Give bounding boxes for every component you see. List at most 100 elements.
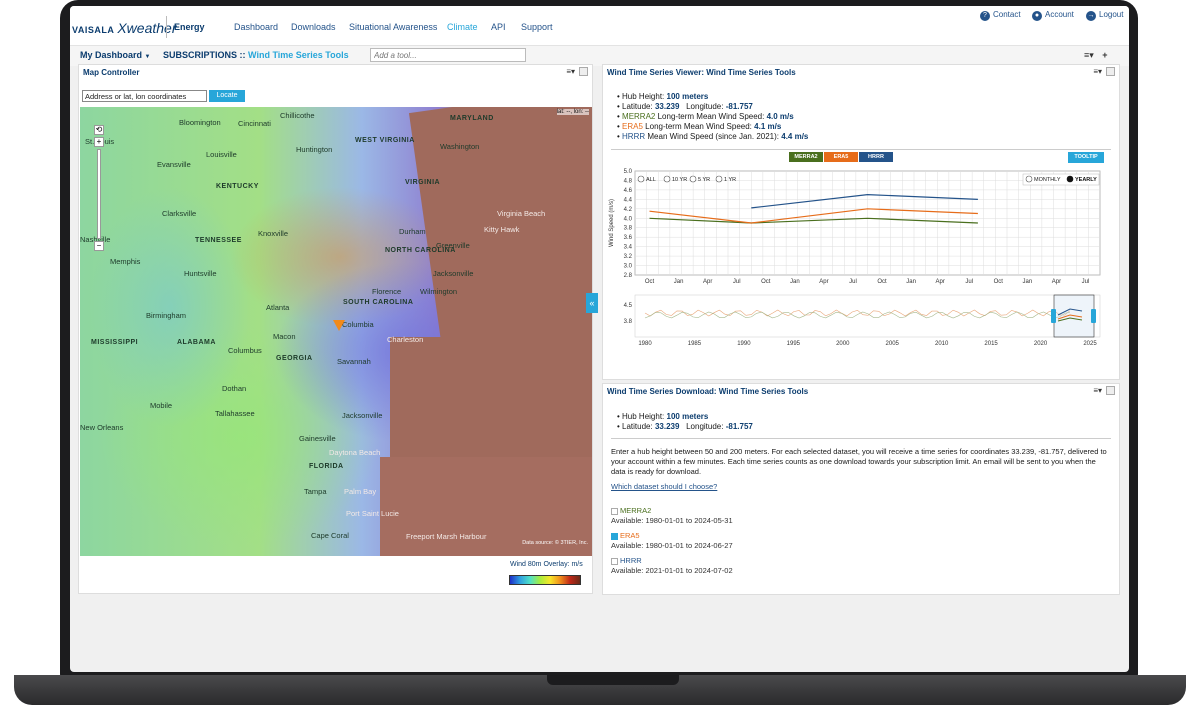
latlon-readout: lat: --, lon: --: [556, 109, 589, 115]
map-label: MISSISSIPPI: [91, 339, 139, 346]
account-link[interactable]: ● Account: [1032, 10, 1074, 21]
nav-situational-awareness[interactable]: Situational Awareness: [349, 22, 438, 32]
pan-control[interactable]: ⟲: [94, 125, 104, 135]
nav-downloads[interactable]: Downloads: [291, 22, 336, 32]
y-tick-label: 3.6: [624, 235, 633, 241]
expand-icon[interactable]: [1106, 386, 1115, 396]
map-label: Clarksville: [162, 209, 197, 218]
map-label: Florence: [372, 287, 402, 296]
y-tick-label: 4.6: [624, 188, 633, 194]
menu-icon[interactable]: ≡▾: [1093, 386, 1102, 395]
tool-name[interactable]: Wind Time Series Tools: [248, 50, 349, 60]
section-label: Energy: [174, 22, 205, 32]
x-tick-label: Oct: [761, 279, 771, 285]
series-line-merra2: [649, 217, 978, 224]
y-tick-label: 4.0: [624, 216, 633, 222]
hrrr-checkbox[interactable]: HRRR: [611, 556, 642, 565]
app-screen: VAISALA Xweather Energy Dashboard Downloa…: [70, 6, 1129, 672]
add-icon[interactable]: +: [1102, 50, 1108, 60]
yearly-label: YEARLY: [1075, 177, 1097, 183]
navigator-series-merra-window: [1057, 317, 1083, 322]
navigator-x-label: 1980: [638, 341, 652, 347]
nav-api[interactable]: API: [491, 22, 506, 32]
navigator-series-era-window: [1057, 314, 1083, 320]
download-description: Enter a hub height between 50 and 200 me…: [611, 447, 1107, 476]
series-line-era5: [649, 208, 978, 224]
era-availability: Available: 1980-01-01 to 2024-06-27: [611, 541, 733, 550]
navigator-area: [634, 294, 1101, 338]
dashboard-bar: My Dashboard ▼ SUBSCRIPTIONS :: Wind Tim…: [70, 46, 1129, 66]
contact-label: Contact: [993, 10, 1021, 19]
location-search-input[interactable]: [82, 90, 207, 102]
map-label: Evansville: [157, 160, 191, 169]
checkbox[interactable]: [611, 557, 618, 565]
checkbox[interactable]: [611, 532, 618, 540]
map-label: Greenville: [436, 241, 470, 250]
map-label: Kitty Hawk: [484, 225, 520, 234]
vaisala-logo[interactable]: VAISALA Xweather: [72, 20, 177, 36]
user-icon: ●: [1032, 11, 1042, 21]
value: 4.4 m/s: [781, 132, 809, 141]
menu-icon[interactable]: ≡▾: [1093, 67, 1102, 76]
expand-icon[interactable]: [1106, 67, 1115, 77]
navigator-y-label: 4.5: [624, 303, 633, 309]
map-label: Port Saint Lucie: [346, 509, 399, 518]
label: Hub Height:: [622, 92, 665, 101]
map-label: Columbus: [228, 346, 262, 355]
navigator-x-label: 1990: [737, 341, 751, 347]
y-tick-label: 2.8: [624, 273, 633, 279]
merra-toggle-button[interactable]: MERRA2: [789, 152, 823, 162]
map-label: New Orleans: [80, 423, 124, 432]
laptop-base: [14, 675, 1186, 705]
navigator-x-label: 2005: [886, 341, 900, 347]
wind-speed-chart[interactable]: 5.0 4.8 4.6 4.4 4.2 4.0 3.8 3.6 3.4 3.2 3.0 2.8 Oct J…: [605, 167, 1115, 363]
navigator-x-label: 2020: [1034, 341, 1048, 347]
product-name: Xweather: [117, 20, 177, 36]
zoom-out-button[interactable]: −: [94, 241, 104, 251]
menu-icon[interactable]: ≡▾: [1084, 50, 1094, 60]
dataset-help-link[interactable]: Which dataset should I choose?: [611, 482, 718, 491]
location-marker-icon[interactable]: [333, 320, 345, 331]
dataset-name: MERRA2: [620, 506, 652, 515]
zoom-slider[interactable]: [97, 149, 101, 239]
nav-support[interactable]: Support: [521, 22, 553, 32]
panel-title: Wind Time Series Download: Wind Time Ser…: [607, 387, 809, 396]
hrrr-toggle-button[interactable]: HRRR: [859, 152, 893, 162]
subscriptions-label: SUBSCRIPTIONS ::: [163, 50, 246, 60]
map-label: WEST VIRGINIA: [355, 137, 415, 144]
nav-climate[interactable]: Climate: [447, 22, 478, 32]
expand-icon[interactable]: [579, 67, 588, 77]
ocean-area: [380, 457, 592, 556]
add-tool-input[interactable]: [370, 48, 526, 62]
x-tick-label: Jul: [965, 279, 973, 285]
navigator-series-hrrr: [1057, 308, 1083, 316]
locate-button[interactable]: Locate: [209, 90, 245, 102]
map-label: Freeport Marsh Harbour: [406, 532, 487, 541]
x-tick-label: Apr: [1052, 279, 1061, 285]
menu-icon[interactable]: ≡▾: [566, 67, 575, 76]
y-tick-label: 4.8: [624, 178, 633, 184]
logout-icon: →: [1086, 11, 1096, 21]
contact-link[interactable]: ? Contact: [980, 10, 1021, 21]
wind-map[interactable]: MARYLAND WEST VIRGINIA VIRGINIA KENTUCKY…: [80, 107, 592, 556]
nav-dashboard[interactable]: Dashboard: [234, 22, 279, 32]
era-checkbox[interactable]: ERA5: [611, 531, 640, 540]
panel-controls: ≡▾: [566, 67, 588, 77]
navigator-y-label: 3.8: [624, 319, 633, 325]
map-label: TENNESSEE: [195, 237, 242, 244]
tooltip-button[interactable]: TOOLTIP: [1068, 152, 1104, 163]
collapse-panel-icon[interactable]: «: [586, 293, 598, 313]
y-tick-label: 3.2: [624, 254, 633, 260]
checkbox[interactable]: [611, 507, 618, 515]
logout-link[interactable]: → Logout: [1086, 10, 1123, 21]
dashboard-options[interactable]: ≡▾ +: [1084, 50, 1108, 61]
label: Longitude:: [686, 422, 724, 431]
my-dashboard-menu[interactable]: My Dashboard ▼: [80, 50, 150, 60]
era-toggle-button[interactable]: ERA5: [824, 152, 858, 162]
map-label: Wilmington: [420, 287, 458, 296]
y-tick-label: 3.4: [624, 245, 633, 251]
merra-checkbox[interactable]: MERRA2: [611, 506, 651, 515]
range-radio: [663, 175, 671, 183]
zoom-in-button[interactable]: +: [94, 137, 104, 147]
map-label: Huntsville: [184, 269, 217, 278]
